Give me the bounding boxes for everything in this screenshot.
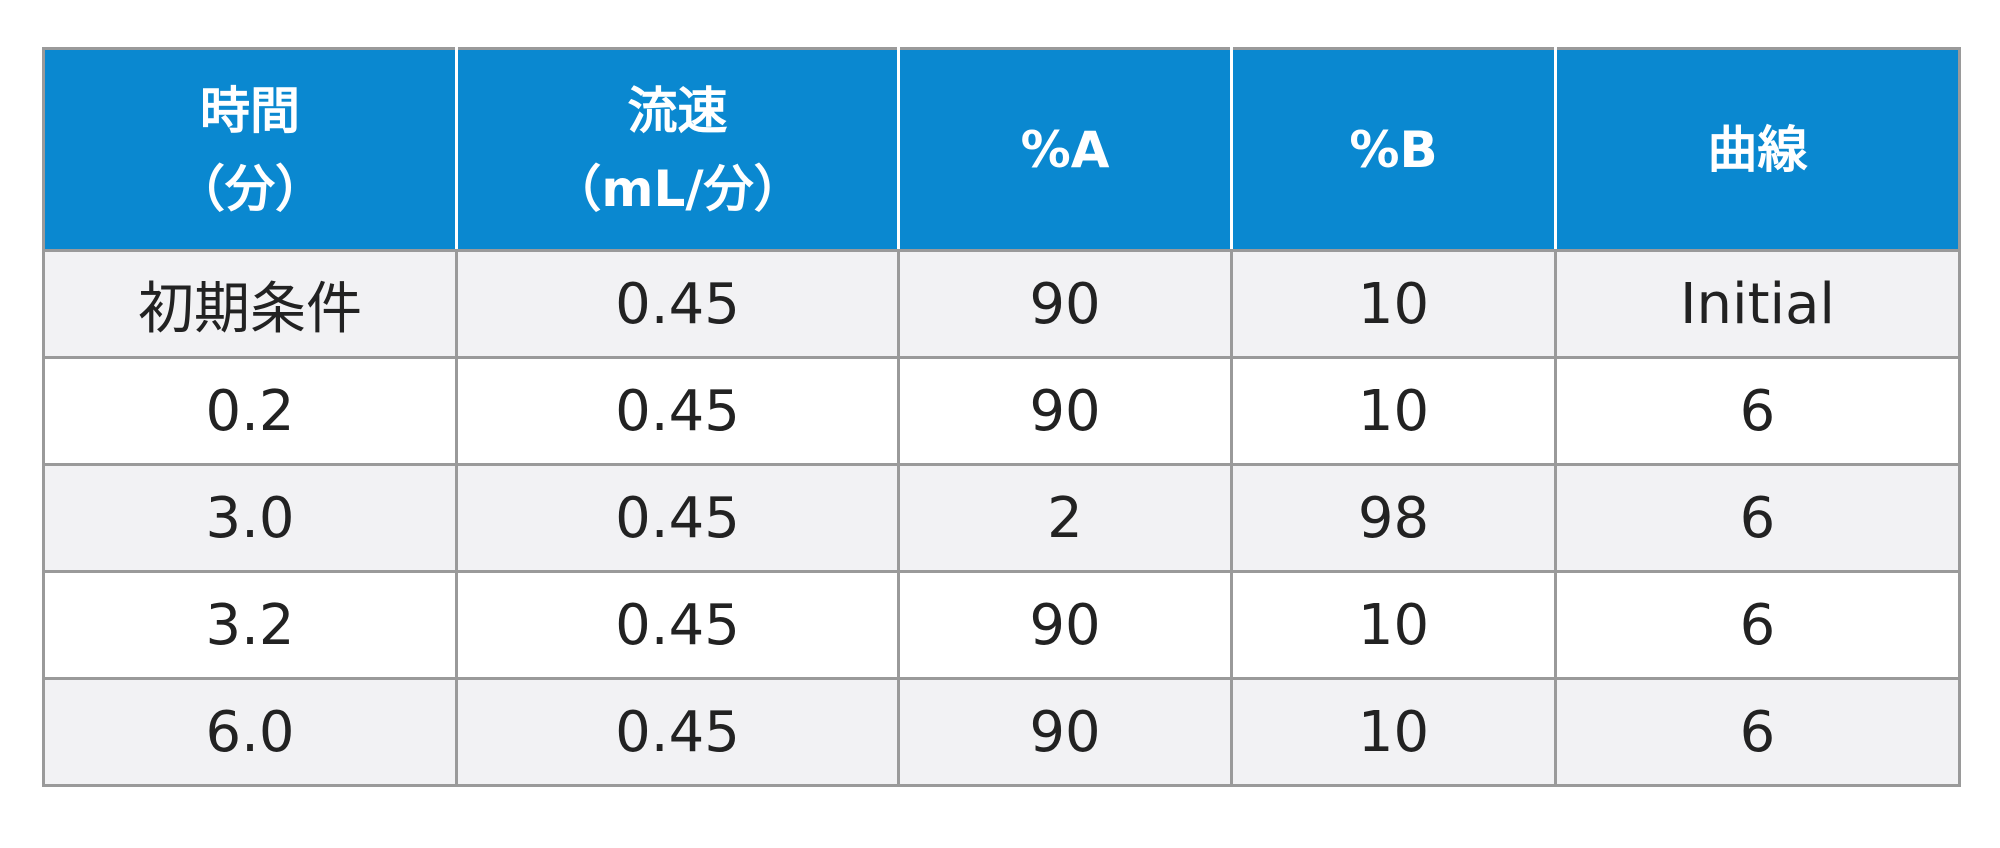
- table-cell: 3.0: [42, 463, 458, 573]
- table-body: 初期条件 0.45 90 10 Initial 0.2 0.45 90 10 6 3.0 0.45 2 9…: [42, 249, 1961, 787]
- header-cell: 曲線: [1554, 47, 1961, 252]
- table-cell: 3.2: [42, 570, 458, 680]
- header-text: 曲線: [1707, 120, 1808, 179]
- table-header: 時間 （分） 流速 （mL/分） %A %B 曲線: [42, 47, 1961, 252]
- table-cell: 10: [1230, 677, 1557, 787]
- table-cell: 0.45: [455, 463, 900, 573]
- table-cell: 6.0: [42, 677, 458, 787]
- header-cell: %A: [897, 47, 1233, 252]
- table-cell: 6: [1554, 463, 1961, 573]
- table-cell: 2: [897, 463, 1233, 573]
- table-cell: 90: [897, 249, 1233, 359]
- header-cell: 流速 （mL/分）: [455, 47, 900, 252]
- table-cell: Initial: [1554, 249, 1961, 359]
- table-cell: 0.45: [455, 249, 900, 359]
- table-row: 0.2 0.45 90 10 6: [42, 356, 1961, 466]
- header-cell: %B: [1230, 47, 1557, 252]
- table-row: 6.0 0.45 90 10 6: [42, 677, 1961, 787]
- table-cell: 90: [897, 570, 1233, 680]
- table-row: 3.2 0.45 90 10 6: [42, 570, 1961, 680]
- table-cell: 初期条件: [42, 249, 458, 359]
- table-cell: 0.45: [455, 570, 900, 680]
- table-cell: 6: [1554, 677, 1961, 787]
- table-cell: 0.45: [455, 677, 900, 787]
- header-text: 時間: [200, 81, 300, 140]
- table-cell: 90: [897, 356, 1233, 466]
- header-row: 時間 （分） 流速 （mL/分） %A %B 曲線: [42, 47, 1961, 252]
- table-cell: 98: [1230, 463, 1557, 573]
- table-cell: 10: [1230, 570, 1557, 680]
- table-cell: 10: [1230, 249, 1557, 359]
- gradient-table: 時間 （分） 流速 （mL/分） %A %B 曲線 初期条件 0.45 90 10 Initial 0…: [42, 47, 1961, 787]
- table-cell: 6: [1554, 570, 1961, 680]
- table-cell: 0.2: [42, 356, 458, 466]
- header-text: %A: [1020, 120, 1110, 179]
- header-text: %B: [1349, 120, 1438, 179]
- table-row: 初期条件 0.45 90 10 Initial: [42, 249, 1961, 359]
- header-text: （mL/分）: [551, 159, 804, 218]
- header-text: （分）: [175, 159, 325, 218]
- table-row: 3.0 0.45 2 98 6: [42, 463, 1961, 573]
- table-cell: 10: [1230, 356, 1557, 466]
- table-cell: 90: [897, 677, 1233, 787]
- table-cell: 6: [1554, 356, 1961, 466]
- header-cell: 時間 （分）: [42, 47, 458, 252]
- table-cell: 0.45: [455, 356, 900, 466]
- header-text: 流速: [627, 81, 728, 140]
